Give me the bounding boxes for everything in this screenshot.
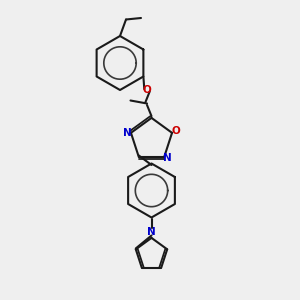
Text: N: N [164, 153, 172, 163]
Text: N: N [147, 227, 156, 237]
Text: O: O [142, 85, 151, 95]
Text: O: O [171, 126, 180, 136]
Text: N: N [123, 128, 132, 138]
